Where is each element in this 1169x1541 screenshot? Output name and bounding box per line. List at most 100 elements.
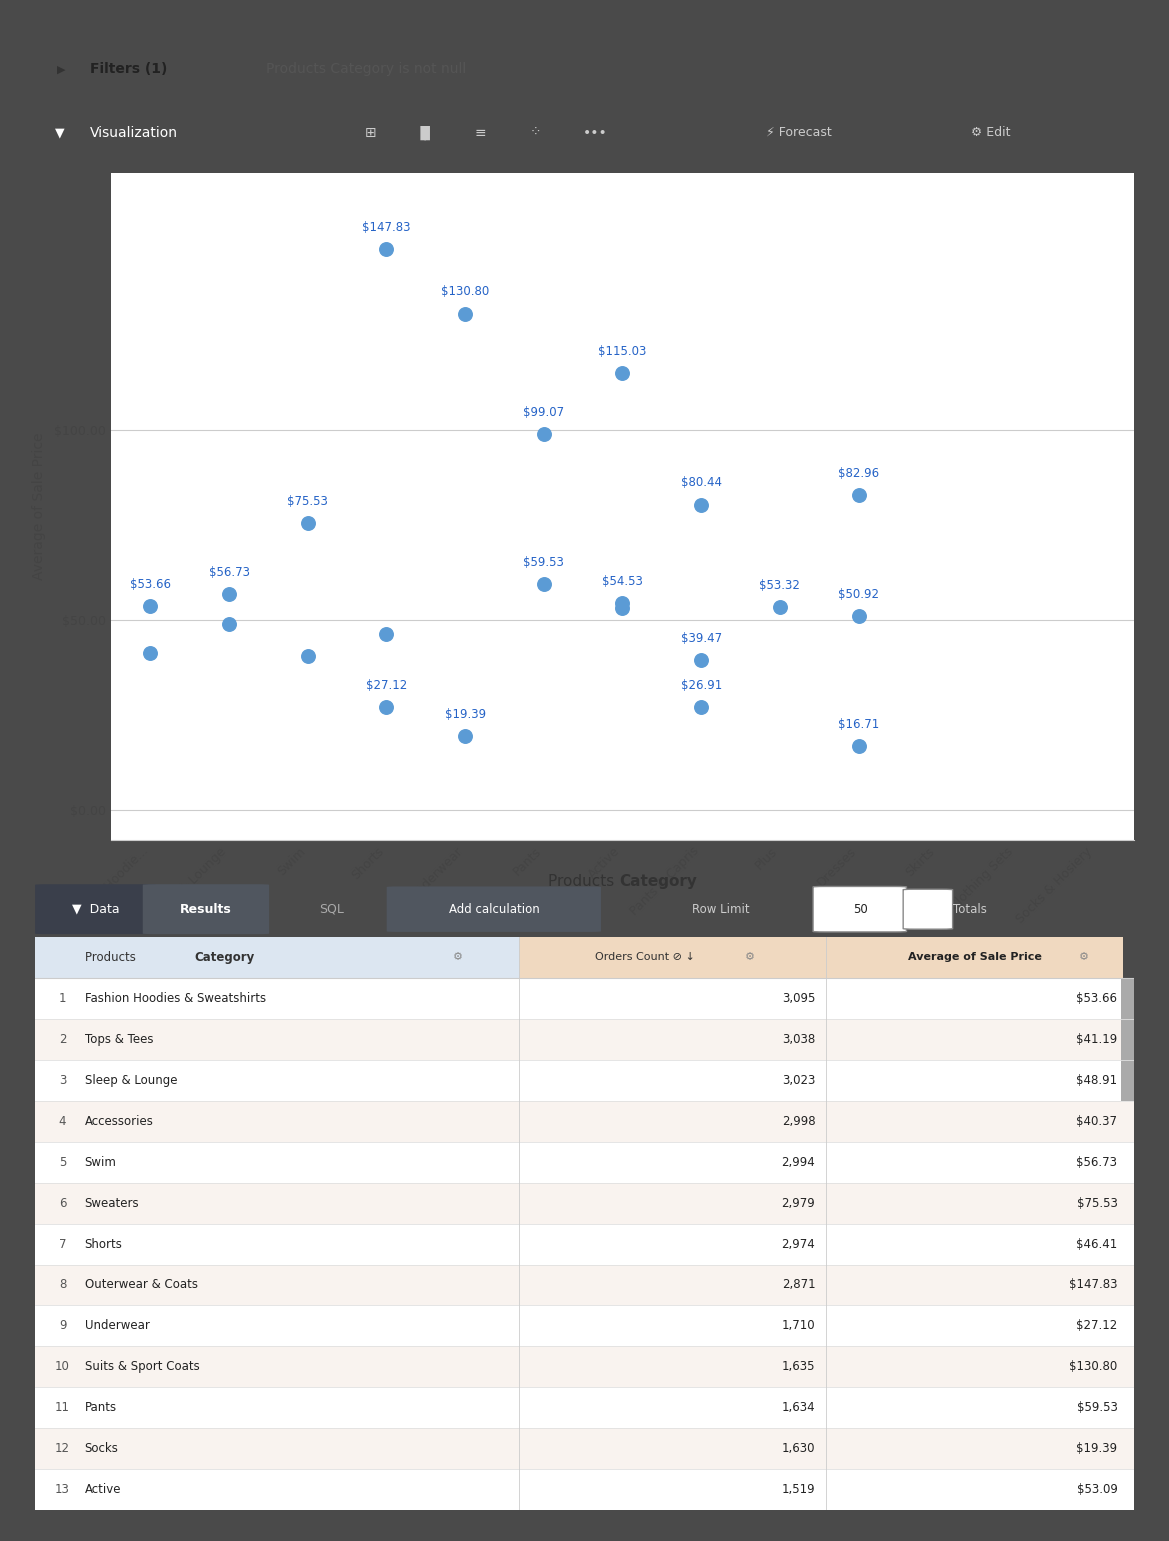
Text: 2,998: 2,998 xyxy=(782,1114,815,1128)
Text: Underwear: Underwear xyxy=(84,1319,150,1333)
Text: $56.73: $56.73 xyxy=(208,566,249,579)
Bar xyxy=(35,1387,1134,1429)
Text: ⚙: ⚙ xyxy=(1079,952,1090,963)
Point xyxy=(692,695,711,720)
Text: $27.12: $27.12 xyxy=(366,678,407,692)
Text: $50.92: $50.92 xyxy=(838,589,879,601)
Text: $99.07: $99.07 xyxy=(524,405,565,419)
Point xyxy=(613,361,631,385)
Text: Visualization: Visualization xyxy=(90,125,178,140)
Text: 2,994: 2,994 xyxy=(782,1156,815,1168)
Text: $130.80: $130.80 xyxy=(1070,1361,1118,1373)
FancyBboxPatch shape xyxy=(143,885,269,934)
Text: 11: 11 xyxy=(55,1401,70,1415)
Text: ⚙: ⚙ xyxy=(452,952,463,963)
Point xyxy=(456,302,475,327)
Text: Products: Products xyxy=(548,874,620,889)
Text: ⁘: ⁘ xyxy=(530,125,541,140)
Bar xyxy=(519,937,826,979)
Text: 9: 9 xyxy=(58,1319,67,1333)
Text: $75.53: $75.53 xyxy=(288,495,328,509)
Bar xyxy=(35,1060,1134,1100)
Text: 4: 4 xyxy=(58,1114,67,1128)
Bar xyxy=(35,1347,1134,1387)
Text: SQL: SQL xyxy=(319,903,344,915)
Text: $54.53: $54.53 xyxy=(602,575,643,587)
Text: 2,974: 2,974 xyxy=(782,1237,815,1251)
Point xyxy=(613,596,631,621)
Text: Suits & Sport Coats: Suits & Sport Coats xyxy=(84,1361,199,1373)
Text: 3,095: 3,095 xyxy=(782,992,815,1005)
Text: $19.39: $19.39 xyxy=(1077,1442,1118,1455)
Text: 1: 1 xyxy=(58,992,67,1005)
Text: $53.66: $53.66 xyxy=(1077,992,1118,1005)
Point xyxy=(298,510,317,535)
Text: $53.66: $53.66 xyxy=(130,578,171,590)
Text: $16.71: $16.71 xyxy=(838,718,879,730)
Text: ▐▌: ▐▌ xyxy=(415,125,436,140)
Point xyxy=(534,572,553,596)
Point xyxy=(378,695,396,720)
Text: $82.96: $82.96 xyxy=(838,467,879,479)
Text: $53.09: $53.09 xyxy=(1077,1482,1118,1496)
Point xyxy=(220,612,238,636)
Text: $75.53: $75.53 xyxy=(1077,1196,1118,1210)
Text: Category: Category xyxy=(194,951,255,965)
Text: 1,630: 1,630 xyxy=(782,1442,815,1455)
Point xyxy=(692,647,711,672)
Bar xyxy=(35,979,1134,1019)
Text: 6: 6 xyxy=(58,1196,67,1210)
Text: ⚡ Forecast: ⚡ Forecast xyxy=(766,126,831,139)
Text: Fashion Hoodies & Sweatshirts: Fashion Hoodies & Sweatshirts xyxy=(84,992,265,1005)
Text: Category: Category xyxy=(620,874,698,889)
Text: Tops & Tees: Tops & Tees xyxy=(84,1032,153,1046)
Text: ≡: ≡ xyxy=(475,125,486,140)
Text: 3,023: 3,023 xyxy=(782,1074,815,1086)
Point xyxy=(220,582,238,607)
Text: $56.73: $56.73 xyxy=(1077,1156,1118,1168)
Bar xyxy=(35,1469,1134,1510)
Text: 3,038: 3,038 xyxy=(782,1032,815,1046)
Text: ▼  Data: ▼ Data xyxy=(71,903,119,915)
Bar xyxy=(35,1224,1134,1265)
Text: $147.83: $147.83 xyxy=(1068,1279,1118,1291)
Text: $59.53: $59.53 xyxy=(524,556,565,569)
Point xyxy=(534,422,553,447)
Text: Active: Active xyxy=(84,1482,122,1496)
Text: 50: 50 xyxy=(853,903,867,915)
Text: 1,634: 1,634 xyxy=(782,1401,815,1415)
Bar xyxy=(35,937,519,979)
Text: Row Limit: Row Limit xyxy=(692,903,749,915)
Text: Swim: Swim xyxy=(84,1156,117,1168)
Text: 13: 13 xyxy=(55,1482,70,1496)
Text: Results: Results xyxy=(180,903,231,915)
Point xyxy=(378,621,396,646)
Text: $41.19: $41.19 xyxy=(1077,1032,1118,1046)
Text: $39.47: $39.47 xyxy=(680,632,721,644)
Bar xyxy=(35,1429,1134,1469)
Text: $27.12: $27.12 xyxy=(1077,1319,1118,1333)
Text: 1,710: 1,710 xyxy=(782,1319,815,1333)
Text: Outerwear & Coats: Outerwear & Coats xyxy=(84,1279,198,1291)
Text: $130.80: $130.80 xyxy=(441,285,490,299)
Text: 5: 5 xyxy=(58,1156,67,1168)
FancyBboxPatch shape xyxy=(387,886,601,932)
Text: $46.41: $46.41 xyxy=(1077,1237,1118,1251)
Point xyxy=(692,492,711,516)
Bar xyxy=(35,1019,1134,1060)
Text: Accessories: Accessories xyxy=(84,1114,153,1128)
Text: 3: 3 xyxy=(58,1074,67,1086)
Text: ⚙: ⚙ xyxy=(745,952,755,963)
Text: Filters (1): Filters (1) xyxy=(90,62,167,77)
Point xyxy=(141,593,160,618)
Text: 2,979: 2,979 xyxy=(782,1196,815,1210)
Text: 7: 7 xyxy=(58,1237,67,1251)
Point xyxy=(849,604,867,629)
Bar xyxy=(35,1182,1134,1224)
Text: Shorts: Shorts xyxy=(84,1237,123,1251)
Text: $19.39: $19.39 xyxy=(444,707,485,721)
FancyBboxPatch shape xyxy=(35,885,155,934)
Point xyxy=(141,641,160,666)
Text: $48.91: $48.91 xyxy=(1077,1074,1118,1086)
Text: Socks: Socks xyxy=(84,1442,118,1455)
